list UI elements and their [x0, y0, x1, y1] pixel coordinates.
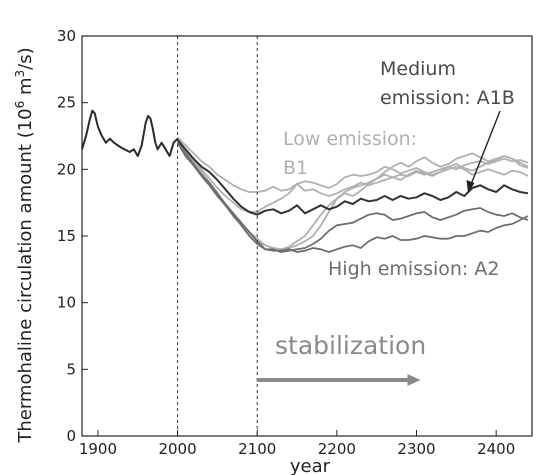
x-tick-label: 2000 [158, 440, 196, 458]
y-tick-label: 25 [57, 94, 76, 112]
x-tick-label: 2100 [238, 440, 276, 458]
x-tick-label: 2300 [397, 440, 435, 458]
x-axis-label: year [290, 456, 331, 475]
annotation-high-emission: High emission: A2 [328, 258, 499, 280]
annotation-arrowhead [466, 180, 475, 193]
axis-ticks: 1900 2000 2100 2200 2300 2400 0 5 10 15 20 25 30 [57, 27, 515, 458]
y-tick-label: 10 [57, 294, 76, 312]
y-tick-label: 30 [57, 27, 76, 45]
stabilization-arrowhead [407, 374, 421, 386]
annotation-low-emission: Low emission: B1 [283, 128, 417, 179]
x-tick-label: 1900 [79, 440, 117, 458]
annotation-medium-line1: Medium [380, 58, 456, 80]
annotation-arrow-line [469, 110, 501, 188]
series-line-b1-4 [176, 136, 529, 197]
y-tick-label: 0 [66, 427, 76, 445]
series-line-a1b-1 [176, 139, 529, 216]
annotation-low-line2: B1 [283, 157, 308, 179]
x-tick-label: 2200 [318, 440, 356, 458]
annotation-stabilization-label: stabilization [275, 331, 426, 360]
annotation-medium-line2: emission: A1B [380, 87, 515, 109]
y-tick-label: 20 [57, 160, 76, 178]
series-line-a2-2 [176, 142, 529, 253]
series-lines [81, 109, 529, 253]
y-tick-label: 5 [66, 360, 76, 378]
reference-lines [177, 36, 258, 436]
y-tick-label: 15 [57, 227, 76, 245]
x-tick-label: 2400 [477, 440, 515, 458]
annotation-stabilization: stabilization [257, 331, 426, 386]
y-axis-label: Thermohaline circulation amount (106 m3/… [13, 47, 36, 443]
series-line-a2-3 [176, 142, 529, 253]
annotation-low-line1: Low emission: [283, 128, 417, 150]
annotation-medium-emission: Medium emission: A1B [380, 58, 515, 193]
series-line-b1-5 [176, 138, 529, 213]
series-line-historical-0 [81, 109, 179, 157]
